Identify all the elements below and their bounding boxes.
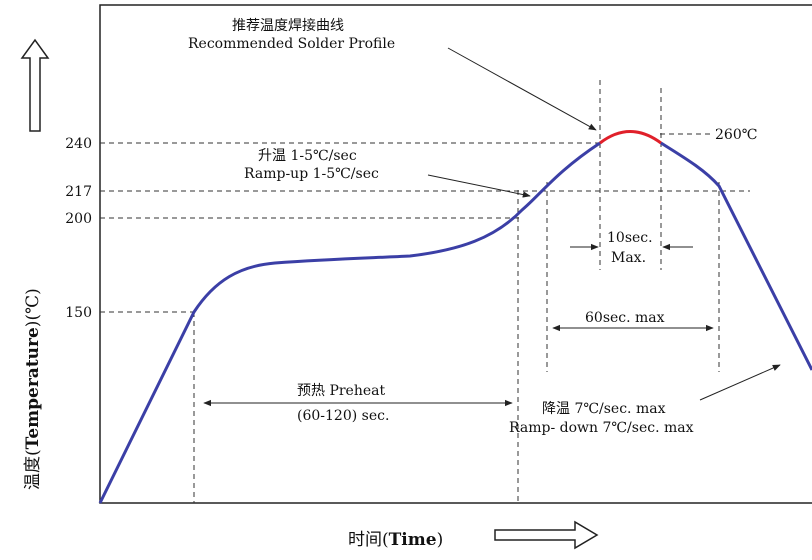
peak-curve-segment [599, 130, 662, 145]
y-tick-200: 200 [65, 211, 92, 227]
window-10s-line1: 10sec. [607, 230, 653, 246]
x-axis-label: 时间(Time) [348, 530, 443, 550]
window-60s-label: 60sec. max [585, 310, 665, 326]
preheat-cn: 预热 Preheat [297, 383, 385, 399]
ramp-down-pointer-arrow [699, 364, 781, 401]
x-axis-label-cn: 时间( [348, 530, 389, 550]
ramp-up-en: Ramp-up 1-5℃/sec [244, 166, 379, 182]
x-axis-arrow-icon [494, 520, 599, 550]
window-10s-line2: Max. [611, 250, 646, 266]
cooling-curve [660, 141, 812, 371]
y-tick-150: 150 [65, 305, 92, 321]
y-axis-arrow-icon [20, 38, 50, 132]
ramp-up-pointer-arrow [427, 174, 531, 198]
ramp-up-cn: 升温 1-5℃/sec [258, 148, 357, 164]
x-axis-label-close: ) [437, 530, 444, 550]
title-pointer-arrow [447, 47, 597, 131]
preheat-en: (60-120) sec. [297, 408, 389, 424]
ramp-down-en: Ramp- down 7℃/sec. max [509, 420, 694, 436]
plot-frame [99, 4, 812, 504]
temperature-curve [98, 141, 601, 504]
y-axis-label-cn-suffix: )(℃) [23, 288, 43, 327]
y-tick-240: 240 [65, 136, 92, 152]
x-axis-label-en: Time [389, 530, 437, 550]
reference-lines [100, 80, 750, 503]
y-tick-217: 217 [65, 184, 92, 200]
y-axis-label: 温度(Temperature)(℃) [23, 288, 43, 490]
peak-temp-label: 260℃ [715, 127, 757, 143]
y-axis-label-en: Temperature [23, 327, 43, 449]
title-en: Recommended Solder Profile [188, 36, 395, 52]
annotation-arrows [203, 47, 781, 407]
y-axis-label-cn-prefix: 温度( [23, 449, 43, 490]
ramp-down-cn: 降温 7℃/sec. max [542, 401, 666, 417]
title-cn: 推荐温度焊接曲线 [232, 17, 344, 34]
